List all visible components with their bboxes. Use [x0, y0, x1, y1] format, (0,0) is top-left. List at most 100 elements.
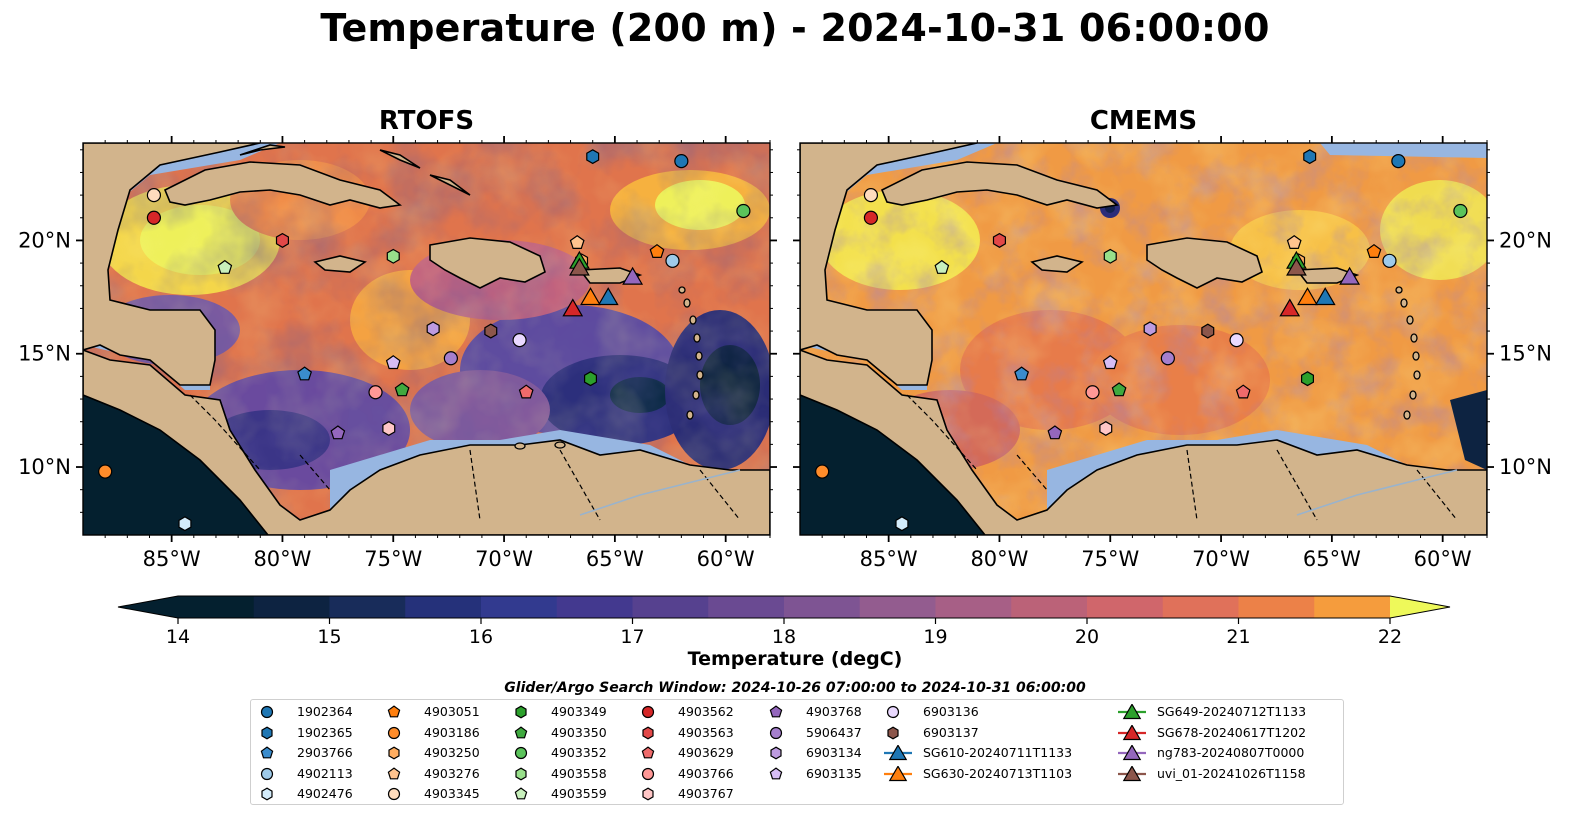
- legend-marker-icon: [260, 705, 274, 719]
- colorbar-segment: [859, 596, 937, 618]
- float-marker: [1102, 355, 1118, 370]
- legend-label: 4903767: [678, 786, 734, 801]
- float-marker: [394, 382, 410, 397]
- legend-triangle: [888, 765, 908, 781]
- legend-label: 4903562: [678, 704, 734, 719]
- legend-marker-icon: [261, 726, 273, 739]
- colorbar-label: Temperature (degC): [687, 648, 903, 670]
- legend-symbol: [515, 767, 527, 780]
- legend-marker-icon: [641, 767, 655, 780]
- lon-tick-label: 85°W: [860, 547, 918, 571]
- colorbar-tick-label: 21: [1226, 626, 1250, 648]
- legend-symbol: [514, 787, 528, 800]
- lon-tick-label: 70°W: [1192, 547, 1250, 571]
- legend-label: 4903766: [678, 765, 734, 781]
- float-marker: [934, 259, 950, 274]
- panel-title-rtofs: RTOFS: [378, 106, 475, 136]
- lat-tick-label: 15°N: [1499, 342, 1552, 366]
- legend-label: 4903352: [551, 745, 607, 760]
- legend-marker-icon: [514, 787, 528, 800]
- legend-marker-icon: [387, 705, 401, 718]
- float-marker: [1099, 421, 1113, 436]
- lon-tick-label: 80°W: [970, 547, 1028, 571]
- legend: 1902364 1902365 2903766 4902113 4902476 49030…: [250, 699, 1344, 805]
- lon-tick-label: 85°W: [143, 547, 201, 571]
- legend-label: 6903137: [923, 724, 979, 740]
- lon-tick-label: 70°W: [475, 547, 533, 571]
- colorbar-tick-label: 18: [772, 626, 796, 648]
- float-marker: [992, 232, 1007, 248]
- legend-marker-icon: [260, 746, 274, 759]
- legend-symbol: [886, 705, 900, 719]
- legend-symbol: [769, 726, 783, 739]
- float-marker: [815, 464, 830, 479]
- float-marker: [1339, 266, 1361, 285]
- legend-label: 4903563: [678, 724, 734, 740]
- float-marker: [569, 234, 585, 249]
- legend-label: ng783-20240807T0000: [1157, 745, 1305, 760]
- legend-symbol: [770, 746, 782, 760]
- colorbar-segment: [178, 596, 255, 618]
- lat-tick-label: 20°N: [1499, 228, 1552, 252]
- map-figure: 85°W 80°W 75°W 70°W 65°W 60°W 20°N 15°N 10°N 85°W…: [18, 136, 1552, 571]
- colorbar-segment: [481, 596, 558, 618]
- legend-symbol: [641, 767, 655, 780]
- legend-marker-icon: [887, 726, 899, 739]
- legend-label: 6903135: [806, 765, 862, 781]
- legend-marker-icon: [1118, 745, 1146, 761]
- legend-label: 4903250: [424, 745, 480, 760]
- legend-label: 4903558: [551, 765, 607, 781]
- legend-symbol: [642, 726, 654, 739]
- colorbar-tick-label: 20: [1075, 626, 1099, 648]
- float-marker: [1111, 382, 1127, 397]
- colorbar-tick-label: 14: [166, 626, 190, 648]
- legend-symbol: [388, 746, 400, 760]
- colorbar-ticks: 14 15 16 17 18 19 20 21 22: [166, 618, 1402, 648]
- legend-label: 4903559: [551, 786, 607, 801]
- colorbar-tick-label: 17: [620, 626, 644, 648]
- figure-title: Temperature (200 m) - 2024-10-31 06:00:0…: [320, 6, 1270, 50]
- legend-marker-icon: [1118, 724, 1146, 740]
- colorbar-segment: [1314, 596, 1391, 618]
- float-marker: [1303, 149, 1317, 165]
- float-marker: [1391, 154, 1406, 169]
- float-marker: [580, 287, 601, 306]
- legend-marker-icon: [642, 787, 654, 801]
- float-marker: [622, 266, 644, 285]
- colorbar-segment: [632, 596, 709, 618]
- legend-symbol: [260, 746, 274, 759]
- float-marker: [382, 421, 396, 436]
- float-marker: [1453, 203, 1468, 219]
- legend-marker-icon: [641, 746, 655, 759]
- legend-label: 4903186: [424, 724, 480, 740]
- legend-marker-icon: [387, 766, 401, 779]
- float-marker: [1382, 253, 1397, 268]
- legend-triangle: [1122, 765, 1142, 781]
- rtofs-map-frame: [82, 142, 771, 536]
- panel-title-cmems: CMEMS: [1089, 106, 1198, 136]
- float-marker: [1286, 234, 1302, 249]
- legend-marker-icon: [884, 765, 912, 781]
- legend-label: 4902113: [297, 765, 353, 781]
- colorbar-tick-label: 16: [469, 626, 493, 648]
- legend-label: 4903768: [806, 704, 862, 719]
- legend-label: SG649-20240712T1133: [1157, 704, 1307, 719]
- colorbar-extend-max: [1390, 596, 1450, 618]
- legend-marker-icon: [770, 746, 782, 760]
- colorbar-segment: [708, 596, 785, 618]
- legend-triangle: [1122, 704, 1142, 720]
- colorbar-tick-label: 15: [317, 626, 341, 648]
- legend-symbol: [260, 705, 274, 719]
- colorbar-tick-label: 22: [1378, 626, 1402, 648]
- colorbar-segment: [1087, 596, 1164, 618]
- lon-tick-label: 75°W: [364, 547, 422, 571]
- float-marker: [562, 298, 584, 317]
- colorbar-segment: [556, 596, 634, 618]
- lat-tick-label: 10°N: [1499, 455, 1552, 479]
- float-marker: [1103, 248, 1117, 264]
- legend-marker-icon: [515, 705, 527, 719]
- legend-label: 4903345: [424, 786, 480, 801]
- float-marker: [297, 366, 313, 381]
- float-marker: [569, 257, 590, 276]
- colorbar-segment: [1162, 596, 1240, 618]
